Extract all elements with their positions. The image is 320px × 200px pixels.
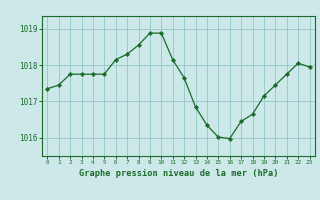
X-axis label: Graphe pression niveau de la mer (hPa): Graphe pression niveau de la mer (hPa) xyxy=(79,169,278,178)
